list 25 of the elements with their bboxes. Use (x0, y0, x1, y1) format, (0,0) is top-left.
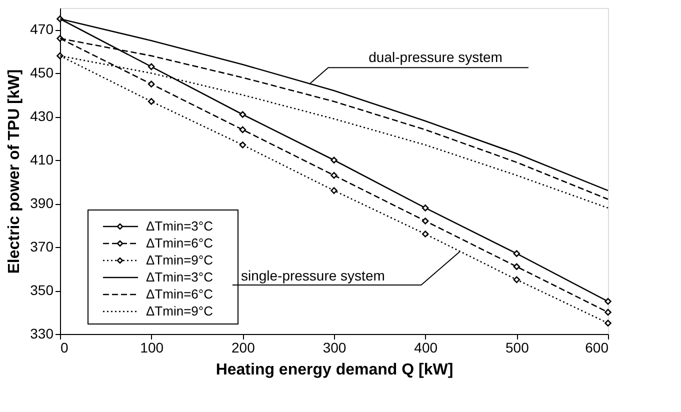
x-tick-label: 500 (505, 340, 530, 356)
y-axis-title: Electric power of TPU [kW] (6, 69, 24, 274)
legend-label: ΔTmin=6°C (146, 236, 213, 250)
x-tick-label: 400 (414, 340, 438, 356)
y-tick-label: 430 (30, 108, 54, 124)
y-tick-label: 470 (30, 21, 54, 38)
y-tick-label: 370 (30, 238, 54, 255)
y-tick-label: 330 (30, 326, 54, 342)
x-tick-label: 0 (60, 340, 68, 356)
x-tick-label: 200 (231, 340, 256, 356)
x-axis-title: Heating energy demand Q [kW] (216, 362, 454, 378)
legend-label: ΔTmin=3°C (146, 270, 213, 284)
x-tick-label: 600 (585, 340, 609, 356)
annotation: dual-pressure system (368, 49, 502, 66)
legend-label: ΔTmin=6°C (146, 286, 213, 302)
legend-label: ΔTmin=9°C (146, 252, 213, 268)
y-tick-label: 350 (30, 282, 54, 298)
y-tick-label: 450 (30, 64, 54, 81)
y-tick-label: 410 (30, 152, 54, 168)
y-tick-label: 390 (30, 195, 54, 212)
annotation: single-pressure system (240, 267, 385, 284)
legend-label: ΔTmin=3°C (146, 218, 213, 234)
x-tick-label: 100 (140, 340, 164, 356)
x-tick-label: 300 (322, 340, 346, 356)
legend-label: ΔTmin=9°C (146, 304, 213, 318)
